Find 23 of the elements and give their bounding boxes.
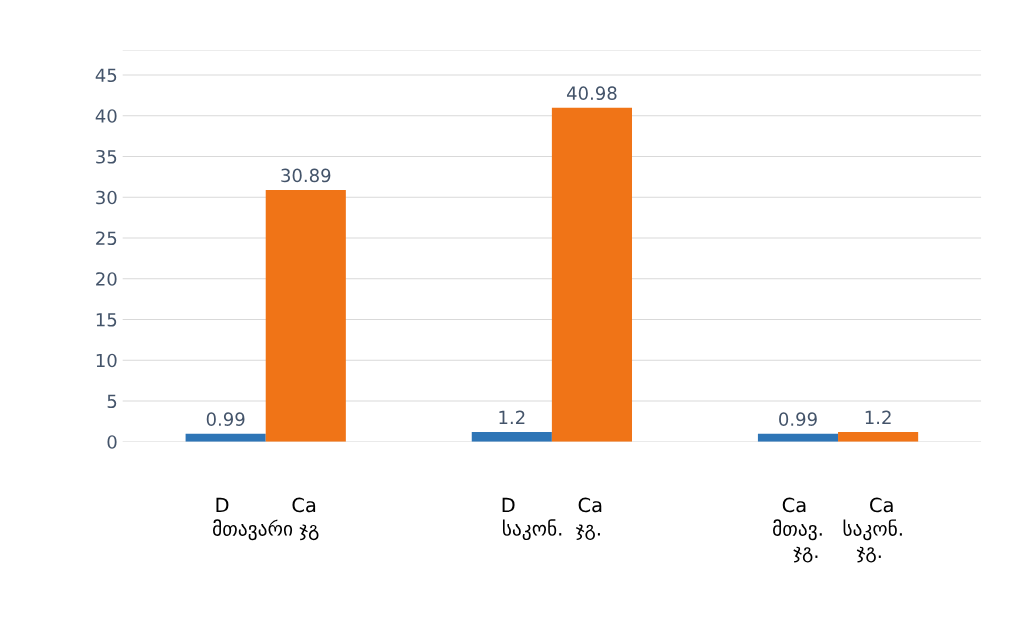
bar bbox=[551, 107, 632, 442]
y-tick-label: 20 bbox=[96, 272, 117, 286]
data-label: 40.98 bbox=[566, 86, 617, 101]
y-tick-label: 0 bbox=[107, 435, 117, 449]
y-tick-label: 15 bbox=[96, 313, 117, 327]
data-label: 1.2 bbox=[499, 410, 525, 424]
y-tick-label: 35 bbox=[96, 149, 117, 164]
data-label: 30.89 bbox=[281, 168, 331, 183]
data-label: 0.99 bbox=[779, 412, 817, 426]
y-tick-label: 10 bbox=[96, 353, 117, 368]
bar bbox=[471, 431, 552, 442]
data-label: 0.99 bbox=[206, 412, 245, 426]
x-tick-label: D Ca საკონ. ჯგ. bbox=[502, 497, 602, 541]
y-tick-label: 45 bbox=[95, 68, 117, 83]
y-tick-label: 25 bbox=[96, 231, 117, 246]
bar bbox=[265, 189, 346, 442]
y-tick-label: 40 bbox=[95, 109, 117, 123]
bar bbox=[838, 431, 919, 442]
y-tick-label: 5 bbox=[107, 394, 117, 409]
y-tick-label: 30 bbox=[96, 190, 117, 205]
x-tick-label: D Ca მთავარი ჯგ bbox=[213, 497, 319, 541]
x-tick-label: Ca Ca მთავ. საკონ. ჯგ. ჯგ. bbox=[773, 497, 902, 563]
data-label: 1.2 bbox=[865, 410, 891, 424]
